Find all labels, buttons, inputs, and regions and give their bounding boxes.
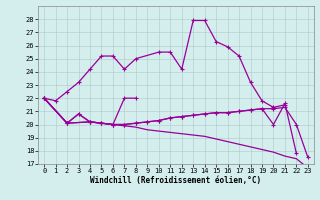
X-axis label: Windchill (Refroidissement éolien,°C): Windchill (Refroidissement éolien,°C) bbox=[91, 176, 261, 185]
